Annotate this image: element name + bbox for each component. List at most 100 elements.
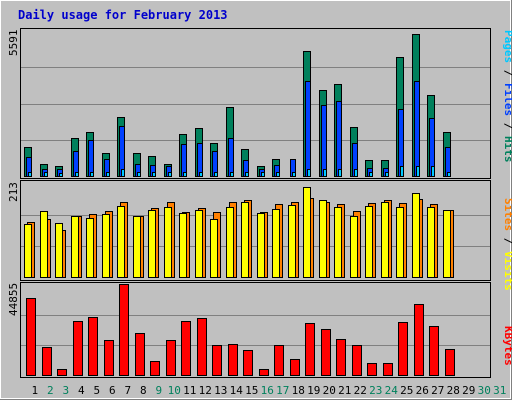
x-tick-label-day-27: 27	[431, 384, 444, 397]
bar-sites-day-13	[210, 219, 218, 278]
bar-sites-day-23	[365, 206, 373, 278]
bar-pages-day-20	[323, 169, 327, 177]
bar-sites-day-11	[179, 213, 187, 278]
x-tick-label-day-10: 10	[168, 384, 181, 397]
bar-pages-day-23	[369, 172, 373, 177]
bar-files-day-20	[321, 105, 327, 177]
bar-sites-day-12	[195, 210, 203, 278]
bar-pages-day-6	[106, 172, 110, 177]
bar-files-day-19	[305, 81, 311, 177]
bar-kbytes-day-8	[135, 333, 145, 376]
bar-kbytes-day-10	[166, 340, 176, 376]
x-tick-label-day-28: 28	[447, 384, 460, 397]
x-tick-label-day-5: 5	[93, 384, 100, 397]
x-tick-label-day-31: 31	[493, 384, 506, 397]
x-tick-label-day-8: 8	[140, 384, 147, 397]
bar-kbytes-day-28	[445, 349, 455, 376]
bar-pages-day-11	[183, 172, 187, 177]
bar-kbytes-day-26	[414, 304, 424, 376]
x-tick-label-day-23: 23	[369, 384, 382, 397]
bar-pages-day-19	[307, 169, 311, 177]
legend-files: Files	[502, 83, 512, 116]
legend-pages: Pages	[502, 30, 512, 63]
bar-kbytes-day-12	[197, 318, 207, 376]
bar-pages-day-9	[152, 172, 156, 177]
bar-kbytes-day-15	[243, 350, 253, 376]
x-tick-label-day-4: 4	[78, 384, 85, 397]
bar-kbytes-day-3	[57, 369, 67, 376]
bar-kbytes-day-16	[259, 369, 269, 376]
x-tick-label-day-30: 30	[478, 384, 491, 397]
bar-sites-day-4	[71, 216, 79, 278]
bar-kbytes-day-5	[88, 317, 98, 376]
bar-files-day-12	[197, 143, 203, 177]
bar-files-day-21	[336, 101, 342, 177]
right-axis-label: Pages / Files / Hits	[502, 30, 512, 163]
bar-sites-day-14	[226, 207, 234, 278]
bar-kbytes-day-7	[119, 284, 129, 376]
bar-pages-day-27	[431, 166, 435, 177]
bar-pages-day-12	[199, 172, 203, 177]
right-axis-label: Sites / Visits	[502, 198, 512, 291]
bar-sites-day-28	[443, 210, 451, 278]
bar-kbytes-day-22	[352, 345, 362, 376]
bar-sites-day-25	[396, 207, 404, 278]
bar-pages-day-14	[230, 172, 234, 177]
right-axis-labels: Pages / Files / Hits Sites / Visits KBytes	[502, 30, 512, 366]
gridlines	[21, 67, 490, 346]
y-max-labels: 5591 213 44855	[7, 30, 20, 317]
bar-sites-day-15	[241, 202, 249, 278]
bar-pages-day-24	[385, 172, 389, 177]
x-tick-label-day-12: 12	[199, 384, 212, 397]
bar-kbytes-day-6	[104, 340, 114, 376]
x-tick-label-day-16: 16	[261, 384, 274, 397]
bar-pages-day-15	[245, 172, 249, 177]
bar-kbytes-day-23	[367, 363, 377, 376]
bar-kbytes-day-27	[429, 326, 439, 376]
bar-sites-day-7	[117, 206, 125, 278]
legend-hits: Hits	[502, 136, 512, 163]
bar-sites-day-9	[148, 210, 156, 278]
x-tick-label-day-26: 26	[416, 384, 429, 397]
bar-pages-day-3	[59, 173, 63, 177]
legend-sites: Sites	[502, 198, 512, 231]
bar-kbytes-day-13	[212, 345, 222, 376]
x-tick-label-day-17: 17	[276, 384, 289, 397]
bar-kbytes-day-9	[150, 361, 160, 376]
x-tick-label-day-7: 7	[124, 384, 131, 397]
bar-sites-day-27	[427, 207, 435, 278]
bar-sites-day-24	[381, 202, 389, 278]
bar-files-day-5	[88, 140, 94, 177]
x-tick-label-day-11: 11	[183, 384, 196, 397]
x-tick-label-day-14: 14	[230, 384, 244, 397]
bar-sites-day-18	[288, 205, 296, 278]
bar-sites-day-16	[257, 213, 265, 278]
x-tick-label-day-22: 22	[354, 384, 367, 397]
bar-sites-day-6	[102, 214, 110, 278]
bar-pages-day-8	[137, 172, 141, 177]
x-tick-label-day-29: 29	[462, 384, 475, 397]
bar-sites-day-3	[55, 223, 63, 278]
bar-kbytes-day-2	[42, 347, 52, 376]
bar-pages-day-21	[338, 169, 342, 177]
bar-sites-day-10	[164, 207, 172, 278]
right-axis-label: KBytes	[502, 326, 512, 366]
bar-pages-day-4	[75, 172, 79, 177]
bar-pages-day-26	[416, 166, 420, 177]
bar-sites-day-1	[24, 224, 32, 278]
x-tick-label-day-15: 15	[245, 384, 258, 397]
bar-pages-day-5	[90, 172, 94, 177]
bar-sites-day-21	[334, 207, 342, 278]
x-tick-label-day-24: 24	[385, 384, 399, 397]
x-tick-label-day-6: 6	[109, 384, 116, 397]
bar-kbytes-day-20	[321, 329, 331, 376]
bar-sites-day-20	[319, 200, 327, 278]
x-tick-label-day-13: 13	[214, 384, 227, 397]
bar-sites-day-8	[133, 216, 141, 278]
bar-sites-day-2	[40, 211, 48, 278]
y-max-label-kbytes: 44855	[7, 283, 20, 316]
x-tick-label-day-25: 25	[400, 384, 413, 397]
bar-kbytes-day-14	[228, 344, 238, 376]
y-max-label-visits: 213	[7, 182, 20, 202]
bar-kbytes-day-24	[383, 363, 393, 376]
